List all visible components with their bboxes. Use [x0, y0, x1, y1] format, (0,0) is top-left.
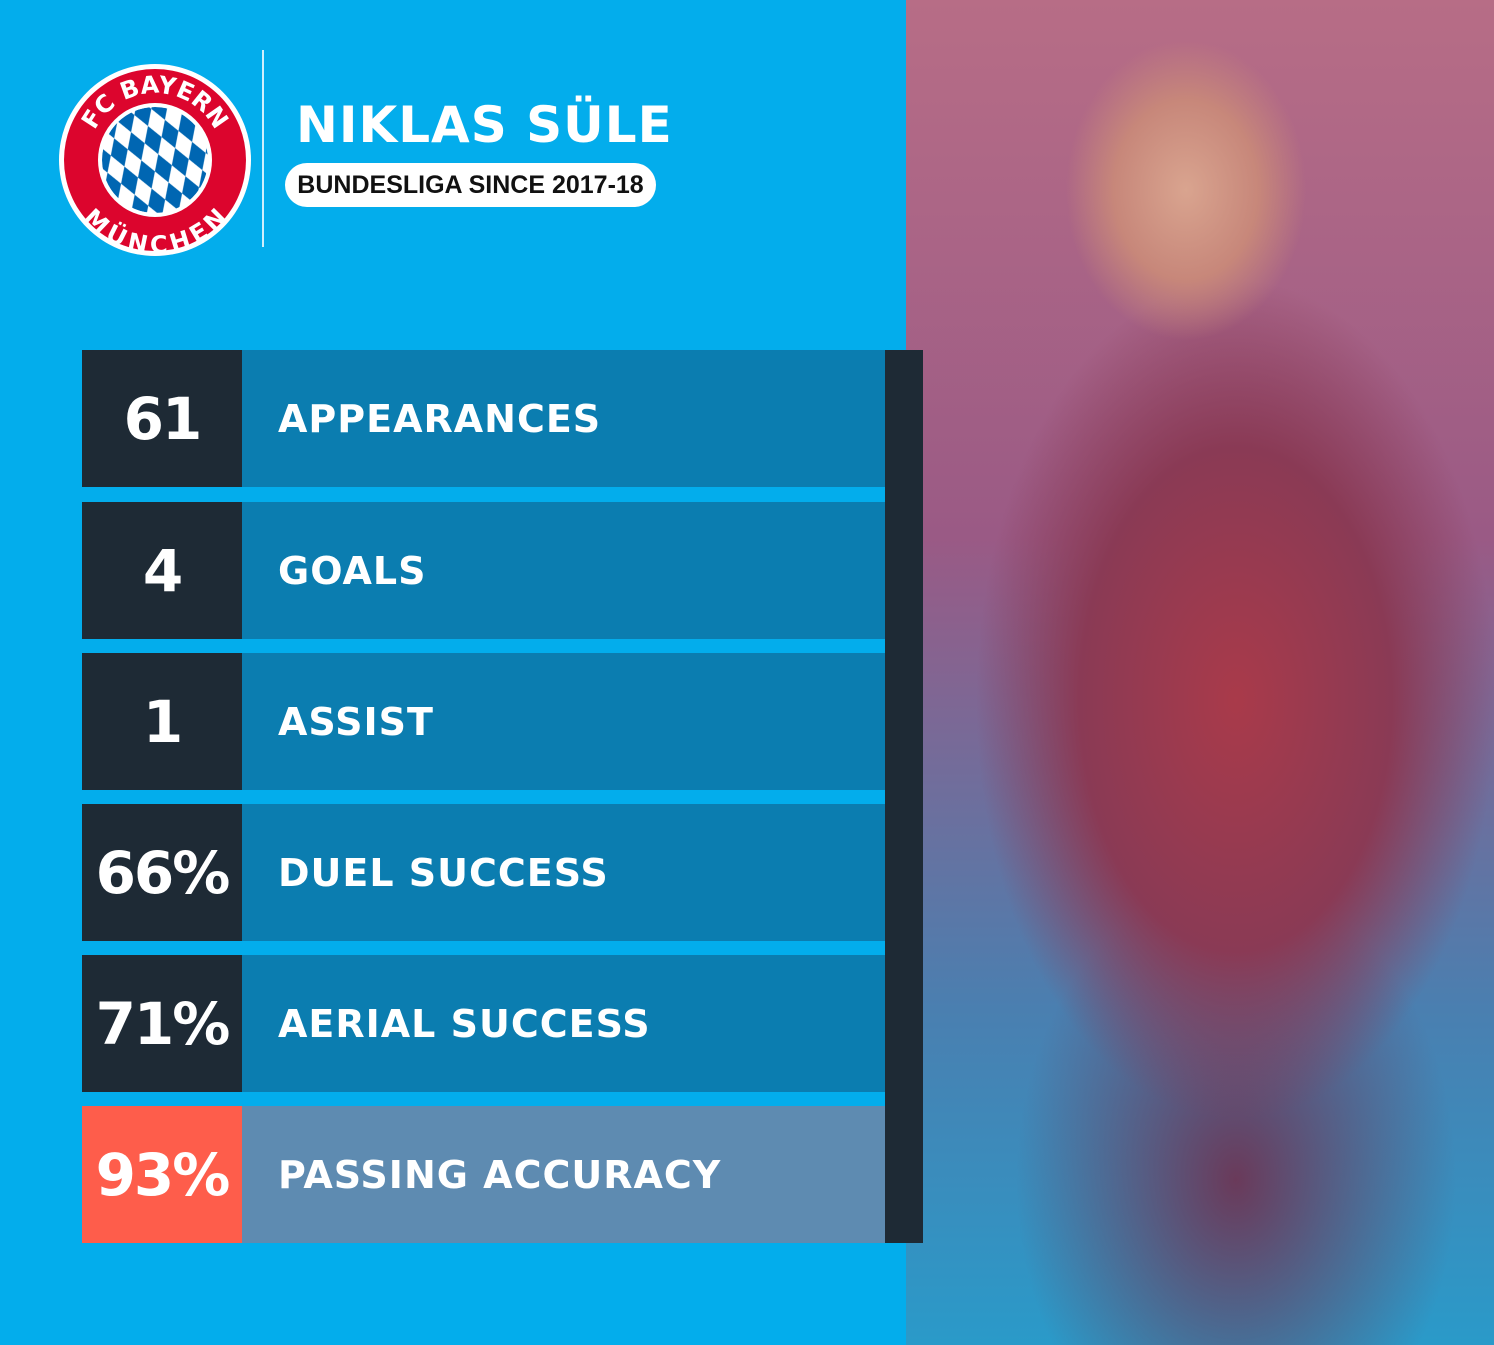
stat-label: DUEL SUCCESS — [242, 804, 885, 941]
stat-label: APPEARANCES — [242, 350, 885, 487]
stat-value: 93% — [82, 1106, 242, 1243]
stat-value: 61 — [82, 350, 242, 487]
stat-row-duel-success: 66% DUEL SUCCESS — [82, 804, 885, 941]
player-photo — [906, 0, 1494, 1345]
stat-label: GOALS — [242, 502, 885, 639]
stat-label: AERIAL SUCCESS — [242, 955, 885, 1092]
stat-value: 4 — [82, 502, 242, 639]
stat-row-appearances: 61 APPEARANCES — [82, 350, 885, 487]
stat-label: PASSING ACCURACY — [242, 1106, 885, 1243]
stats-side-bar — [885, 350, 923, 1243]
stat-row-assist: 1 ASSIST — [82, 653, 885, 790]
stat-row-goals: 4 GOALS — [82, 502, 885, 639]
stat-value: 66% — [82, 804, 242, 941]
stat-value: 1 — [82, 653, 242, 790]
stat-row-aerial-success: 71% AERIAL SUCCESS — [82, 955, 885, 1092]
stat-row-passing-accuracy: 93% PASSING ACCURACY — [82, 1106, 885, 1243]
header-divider — [262, 50, 264, 247]
club-logo: FC BAYERN MÜNCHEN — [59, 64, 251, 257]
subtitle-badge: BUNDESLIGA SINCE 2017-18 — [285, 163, 656, 207]
player-name: NIKLAS SÜLE — [296, 96, 673, 154]
stat-value: 71% — [82, 955, 242, 1092]
stat-label: ASSIST — [242, 653, 885, 790]
